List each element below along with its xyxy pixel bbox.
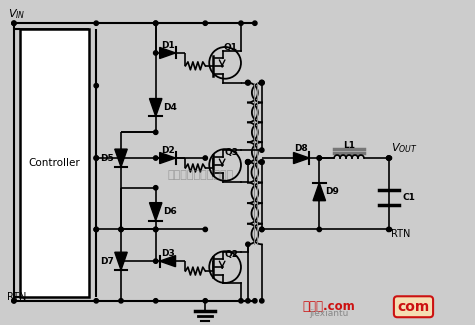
Circle shape [387, 227, 391, 232]
Circle shape [203, 299, 208, 303]
Circle shape [12, 21, 16, 25]
Circle shape [153, 186, 158, 190]
Circle shape [260, 227, 264, 232]
Text: C1: C1 [403, 193, 416, 202]
Polygon shape [150, 98, 162, 116]
Text: L1: L1 [343, 141, 355, 150]
Circle shape [203, 156, 208, 160]
Text: Controller: Controller [28, 158, 80, 168]
Text: D8: D8 [294, 144, 308, 153]
Text: RTN: RTN [7, 292, 26, 302]
Circle shape [246, 80, 250, 85]
Text: Q3: Q3 [224, 148, 238, 157]
Circle shape [94, 299, 98, 303]
Circle shape [239, 21, 243, 25]
Circle shape [119, 227, 123, 232]
Circle shape [246, 160, 250, 164]
Circle shape [153, 21, 158, 25]
Text: D5: D5 [100, 153, 114, 162]
Circle shape [153, 299, 158, 303]
Polygon shape [160, 255, 176, 267]
Circle shape [94, 21, 98, 25]
Text: D4: D4 [162, 103, 177, 112]
Circle shape [317, 156, 322, 160]
Circle shape [259, 80, 264, 85]
Circle shape [153, 227, 158, 232]
Circle shape [94, 227, 98, 232]
Text: D6: D6 [163, 207, 176, 216]
Text: $V_{IN}$: $V_{IN}$ [8, 7, 26, 21]
Bar [20, 29, 89, 297]
Circle shape [239, 299, 243, 303]
Circle shape [253, 299, 257, 303]
Circle shape [94, 156, 98, 160]
Circle shape [203, 227, 208, 232]
Polygon shape [115, 252, 127, 270]
Polygon shape [115, 149, 127, 167]
Circle shape [387, 156, 391, 160]
Polygon shape [160, 47, 176, 58]
Circle shape [153, 259, 158, 263]
Text: D2: D2 [161, 146, 174, 155]
Circle shape [119, 156, 123, 160]
Text: D1: D1 [161, 41, 174, 49]
Circle shape [317, 227, 322, 232]
Text: 接线图.com: 接线图.com [303, 300, 356, 313]
Circle shape [94, 227, 98, 232]
Polygon shape [294, 152, 309, 163]
Text: Q2: Q2 [224, 250, 238, 259]
Polygon shape [160, 152, 176, 163]
Circle shape [94, 84, 98, 88]
Circle shape [259, 160, 264, 164]
Circle shape [246, 160, 250, 164]
Circle shape [153, 156, 158, 160]
Circle shape [388, 228, 391, 231]
Circle shape [12, 299, 16, 303]
Circle shape [260, 81, 264, 85]
Text: Q1: Q1 [223, 44, 237, 52]
Text: D7: D7 [100, 257, 114, 266]
Circle shape [203, 21, 208, 25]
Circle shape [94, 156, 98, 160]
Circle shape [246, 160, 250, 164]
Circle shape [153, 51, 158, 55]
Text: com: com [398, 300, 429, 314]
Text: D9: D9 [325, 187, 339, 196]
Circle shape [246, 242, 250, 246]
Circle shape [119, 299, 123, 303]
Circle shape [260, 227, 264, 232]
Polygon shape [150, 203, 162, 220]
Circle shape [388, 227, 392, 231]
Circle shape [317, 156, 322, 160]
Circle shape [246, 299, 250, 303]
Text: $V_{OUT}$: $V_{OUT}$ [390, 141, 418, 155]
Circle shape [260, 148, 264, 152]
Text: RTN: RTN [390, 229, 410, 240]
Circle shape [388, 157, 391, 160]
Text: jiexiantu: jiexiantu [310, 309, 349, 318]
Circle shape [119, 227, 123, 232]
Text: 杭州将睿科技有限公司: 杭州将睿科技有限公司 [167, 170, 233, 180]
Polygon shape [313, 183, 325, 201]
Circle shape [153, 227, 158, 232]
Circle shape [388, 156, 392, 160]
Circle shape [153, 21, 158, 25]
Circle shape [253, 21, 257, 25]
Circle shape [153, 130, 158, 135]
Text: D3: D3 [161, 249, 174, 258]
Circle shape [387, 156, 391, 160]
Circle shape [260, 299, 264, 303]
